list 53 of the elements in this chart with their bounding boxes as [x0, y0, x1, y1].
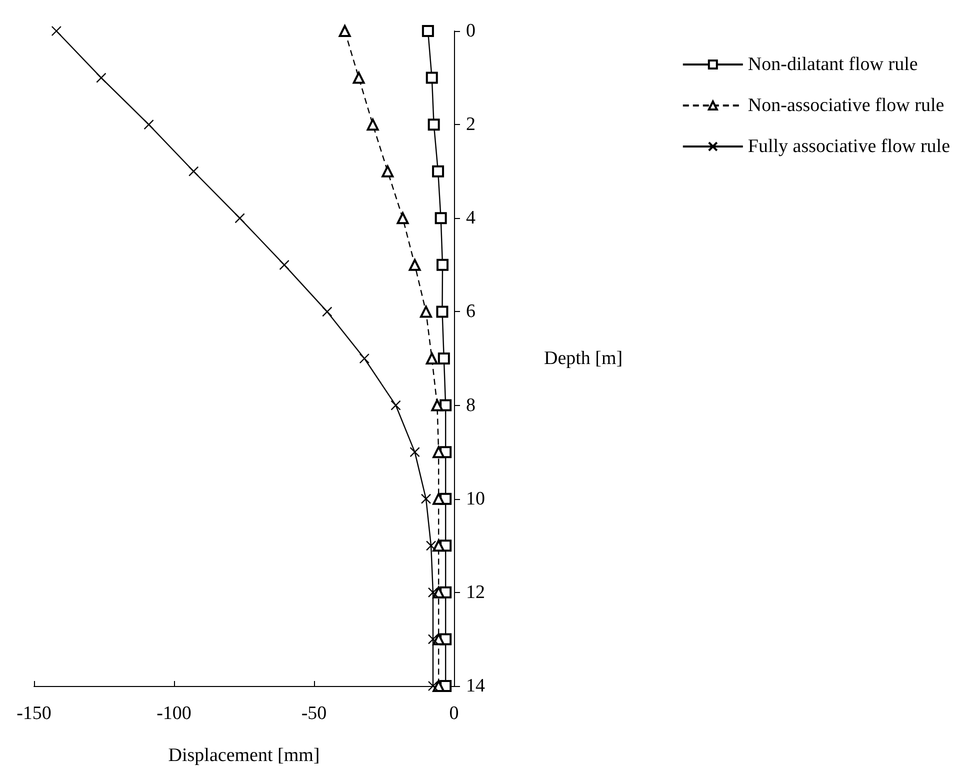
x-axis-title: Displacement [mm]: [168, 745, 320, 766]
point: [428, 587, 438, 598]
point: [432, 586, 445, 598]
point: [396, 212, 409, 224]
y-tick-label: 14: [466, 676, 486, 696]
point: [431, 399, 444, 412]
point: [390, 400, 401, 410]
y-tick-label: 12: [466, 582, 485, 603]
x-tick-label: -100: [156, 703, 192, 724]
point: [338, 25, 351, 37]
point: [426, 540, 436, 551]
point: [420, 306, 432, 318]
point: [410, 446, 420, 458]
legend-label: Non-dilatant flow rule: [748, 54, 918, 75]
x-tick-label: -150: [16, 703, 52, 724]
y-axis-title: Depth [m]: [544, 348, 623, 369]
point: [51, 26, 62, 36]
y-tick-label: 4: [466, 208, 476, 229]
point: [438, 352, 450, 364]
point: [426, 352, 438, 364]
point: [432, 446, 445, 458]
point: [436, 306, 448, 318]
point: [422, 25, 434, 37]
legend-label: Fully associative flow rule: [748, 136, 950, 157]
point: [432, 492, 445, 505]
point: [428, 680, 438, 692]
y-tick-label: 6: [466, 301, 476, 322]
x-tick-label: -50: [301, 703, 327, 724]
y-tick-label: 8: [466, 394, 476, 416]
point: [279, 260, 290, 270]
point: [428, 634, 438, 644]
point: [382, 165, 394, 178]
point: [434, 212, 447, 224]
y-tick-label: 2: [466, 114, 476, 136]
legend-label: Non-associative flow rule: [748, 95, 944, 116]
point: [432, 165, 444, 178]
point: [436, 258, 449, 271]
y-tick-label: 10: [466, 488, 485, 510]
x-tick-label: 0: [449, 703, 459, 724]
point: [366, 118, 379, 131]
point: [234, 213, 245, 224]
point: [352, 72, 365, 84]
point: [96, 72, 106, 83]
point: [408, 258, 421, 271]
point: [322, 306, 332, 317]
point: [144, 119, 154, 130]
point: [426, 72, 438, 84]
y-tick-label: 0: [466, 20, 476, 42]
point: [432, 540, 445, 552]
point: [359, 353, 370, 364]
point: [188, 166, 199, 176]
point: [420, 494, 432, 504]
point: [428, 118, 440, 131]
